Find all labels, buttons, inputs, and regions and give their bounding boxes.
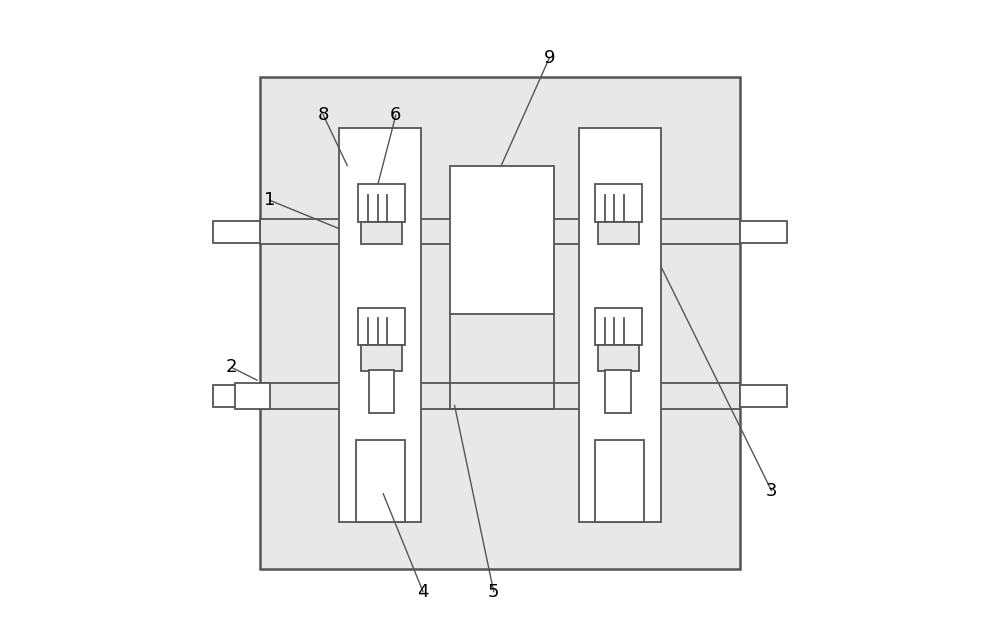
Bar <box>358 184 405 223</box>
Bar <box>369 370 394 413</box>
Bar <box>740 221 787 243</box>
Bar <box>361 346 402 371</box>
Bar <box>235 384 270 408</box>
Bar <box>358 307 405 346</box>
Bar <box>450 165 554 314</box>
Bar <box>598 222 639 245</box>
Bar <box>595 184 642 223</box>
Bar <box>361 222 402 245</box>
Bar <box>740 385 787 406</box>
Bar <box>595 307 642 346</box>
Bar <box>598 346 639 371</box>
Bar <box>260 219 740 245</box>
Text: 4: 4 <box>417 583 429 600</box>
Bar <box>595 440 644 522</box>
Bar <box>213 221 260 243</box>
Bar <box>356 440 405 522</box>
Bar <box>579 127 661 522</box>
Text: 1: 1 <box>264 191 275 209</box>
Text: 2: 2 <box>226 358 237 377</box>
Text: 3: 3 <box>766 482 777 500</box>
Bar <box>213 385 260 406</box>
Bar <box>260 384 740 408</box>
Text: 6: 6 <box>390 106 402 124</box>
Text: 8: 8 <box>318 106 329 124</box>
Text: 9: 9 <box>543 49 555 67</box>
Bar <box>339 127 421 522</box>
Bar <box>605 370 631 413</box>
Bar <box>260 77 740 569</box>
Text: 5: 5 <box>488 583 499 600</box>
